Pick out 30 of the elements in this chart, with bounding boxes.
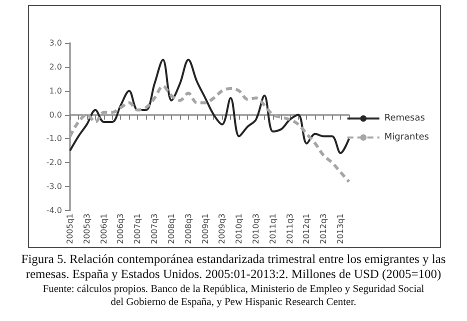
x-tick-label: 2005q1: [66, 213, 74, 244]
x-tick-label: 2009q1: [200, 213, 210, 244]
x-tick-label: 2008q1: [166, 213, 176, 244]
x-tick-label: 2011q3: [285, 213, 294, 244]
x-tick-label: 2005q3: [82, 213, 92, 244]
y-tick-label: -4.0: [46, 206, 62, 215]
y-tick-label: 3.0: [49, 38, 62, 48]
x-tick-label: 2010q3: [252, 213, 260, 244]
y-tick-label: -2.0: [46, 158, 62, 168]
x-tick-label: 2012q1: [302, 213, 312, 244]
x-tick-label: 2006q3: [116, 213, 126, 244]
y-tick-label: 2.0: [49, 62, 62, 72]
line-series: [68, 84, 350, 184]
x-tick-label: 2007q1: [133, 213, 142, 244]
legend-label: Migrantes: [384, 132, 430, 142]
x-tick-label: 2009q3: [218, 213, 227, 244]
x-tick-label: 2008q3: [184, 213, 193, 244]
y-tick-label: -1.0: [46, 134, 62, 144]
y-tick-label: -3.0: [46, 182, 62, 192]
x-tick-label: 2006q1: [99, 213, 108, 244]
text: Figura 5. Relación contemporánea estandarizada trimestral entre los emigrantes y las remesas. España y Estados Unidos. 2005:01-2013:2. Millones de USD (2005=100): [20, 252, 447, 282]
legend-label: Remesas: [384, 114, 426, 124]
x-tick-label: 2013q1: [336, 213, 346, 244]
x-tick-label: 2007q3: [150, 213, 160, 244]
y-tick-label: 1.0: [49, 86, 62, 96]
x-tick-label: 2011q1: [268, 213, 278, 244]
y-tick-label: 0.0: [49, 110, 62, 120]
source-note: Fuente: cálculos propios. Banco de la República, Ministerio de Empleo y Seguridad Social del Gobierno de España, y Pew Hispanic Research Center.: [42, 283, 426, 309]
x-tick-label: 2010q1: [234, 213, 244, 244]
x-tick-label: 2012q3: [319, 213, 328, 244]
